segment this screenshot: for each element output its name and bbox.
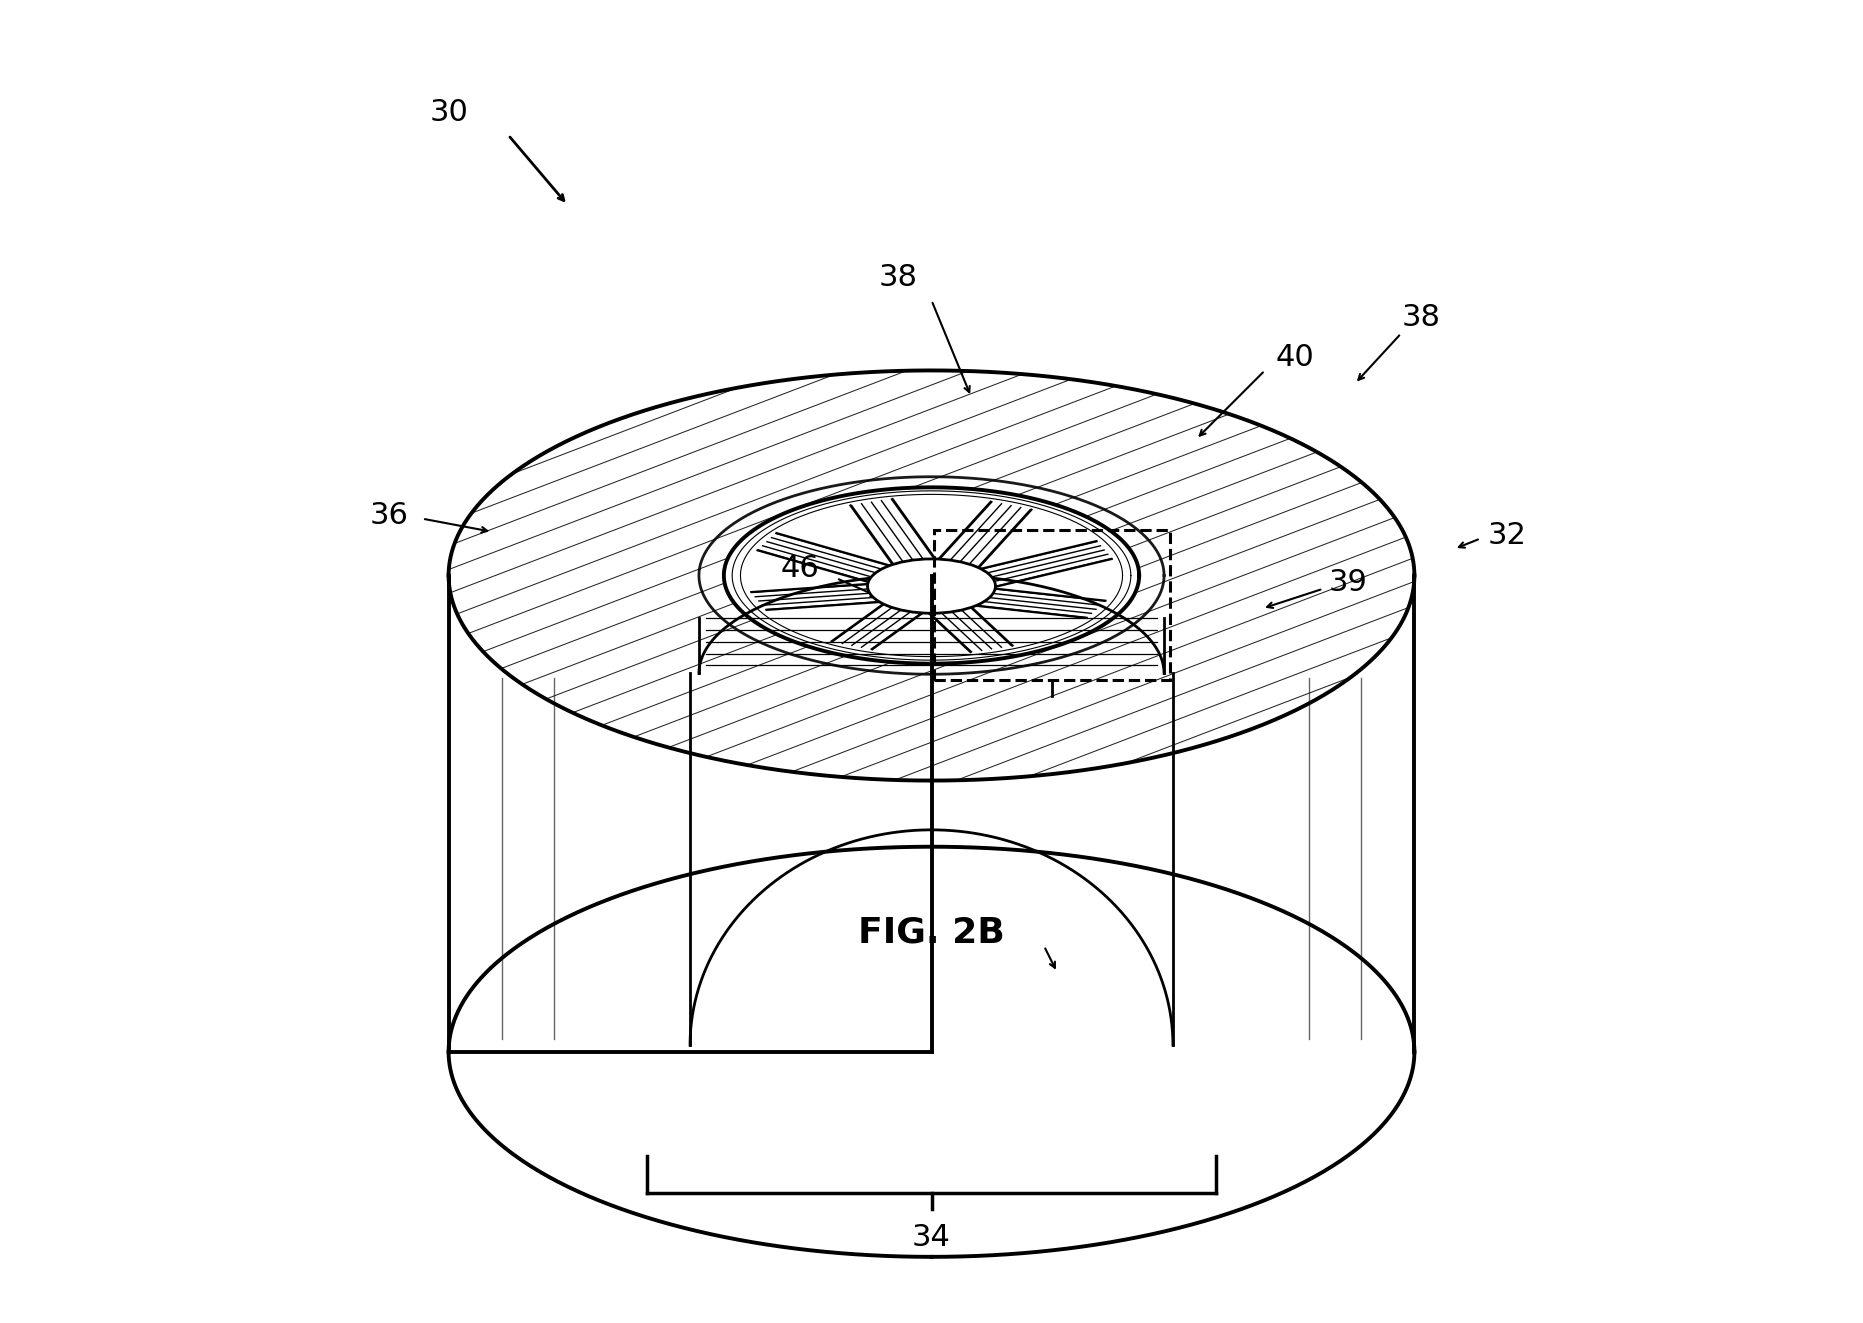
Text: 30: 30 bbox=[428, 98, 468, 127]
Text: FIG. 2B: FIG. 2B bbox=[859, 916, 1004, 950]
Text: 38: 38 bbox=[879, 263, 918, 292]
Text: 40: 40 bbox=[1276, 343, 1313, 372]
Ellipse shape bbox=[868, 558, 995, 614]
Text: 36: 36 bbox=[371, 501, 408, 531]
Text: 39: 39 bbox=[1328, 568, 1367, 597]
Text: 32: 32 bbox=[1487, 521, 1526, 550]
Bar bbox=[933, 529, 1170, 680]
Text: 38: 38 bbox=[1401, 303, 1440, 332]
Text: 34: 34 bbox=[913, 1222, 950, 1252]
Text: 46: 46 bbox=[781, 554, 820, 583]
